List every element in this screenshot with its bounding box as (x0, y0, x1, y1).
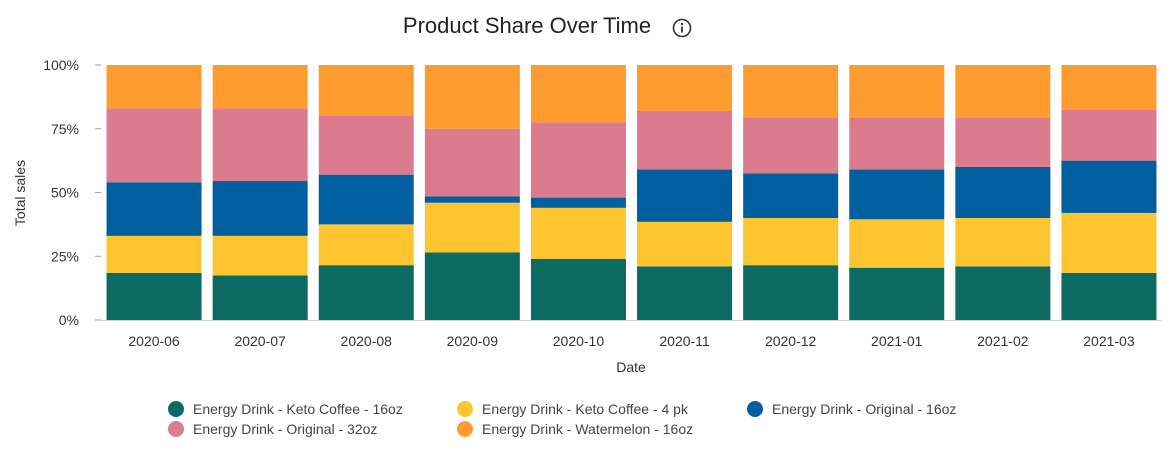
bar-segment-2021-02-series-2[interactable] (955, 218, 1051, 267)
bar-segment-2020-08-series-3[interactable] (318, 174, 414, 225)
y-axis-ticks: 0% 25% 50% 75% 100% (43, 57, 101, 328)
bar-segment-2020-08-series-1[interactable] (318, 265, 414, 320)
y-tick-label: 25% (51, 248, 79, 264)
chart-title: Product Share Over Time (403, 13, 651, 38)
bar-segment-2020-09-series-5[interactable] (424, 65, 520, 129)
x-axis-title: Date (616, 359, 646, 375)
bar-segment-2020-07-series-2[interactable] (212, 235, 308, 276)
bar-segment-2020-09-series-3[interactable] (424, 196, 520, 203)
bar-segment-2020-06-series-2[interactable] (106, 235, 202, 273)
bar-segment-2020-12-series-5[interactable] (743, 65, 839, 118)
legend-label: Energy Drink - Watermelon - 16oz (482, 421, 693, 437)
bar-segment-2020-08-series-2[interactable] (318, 224, 414, 266)
info-icon[interactable] (672, 18, 692, 38)
bar-segment-2021-02-series-3[interactable] (955, 167, 1051, 218)
legend-item[interactable]: Energy Drink - Watermelon - 16oz (457, 421, 693, 437)
bar-segment-2020-10-series-3[interactable] (530, 197, 626, 208)
bar-segment-2020-09-series-1[interactable] (424, 252, 520, 320)
bar-segment-2020-06-series-1[interactable] (106, 272, 202, 320)
legend: Energy Drink - Keto Coffee - 16oz Energy … (168, 401, 956, 437)
legend-label: Energy Drink - Original - 32oz (193, 421, 377, 437)
bar-segment-2021-03-series-2[interactable] (1061, 212, 1157, 273)
bar-segment-2020-10-series-5[interactable] (530, 65, 626, 123)
x-tick-label: 2020-12 (765, 333, 817, 349)
bar-segment-2020-08-series-5[interactable] (318, 65, 414, 116)
bar-segment-2021-01-series-5[interactable] (849, 65, 945, 118)
bar-segment-2020-11-series-5[interactable] (637, 65, 733, 111)
x-tick-label: 2020-08 (341, 333, 393, 349)
bar-segment-2020-06-series-3[interactable] (106, 182, 202, 236)
y-tick-label: 0% (59, 312, 79, 328)
x-tick-label: 2020-11 (659, 333, 710, 349)
bar-segment-2021-01-series-1[interactable] (849, 267, 945, 320)
legend-label: Energy Drink - Keto Coffee - 4 pk (482, 401, 689, 417)
y-tick-label: 75% (51, 121, 79, 137)
x-tick-label: 2021-01 (871, 333, 923, 349)
bar-segment-2021-01-series-2[interactable] (849, 219, 945, 268)
x-tick-label: 2020-07 (234, 333, 286, 349)
bar-segment-2020-10-series-4[interactable] (530, 122, 626, 198)
bar-segment-2021-01-series-3[interactable] (849, 169, 945, 220)
bar-segment-2020-11-series-1[interactable] (637, 266, 733, 320)
bar-segment-2021-01-series-4[interactable] (849, 117, 945, 170)
legend-swatch (747, 401, 763, 417)
bar-segment-2020-07-series-5[interactable] (212, 65, 308, 109)
bar-segment-2020-12-series-1[interactable] (743, 265, 839, 320)
bar-segment-2021-02-series-1[interactable] (955, 266, 1051, 320)
x-tick-label: 2021-02 (977, 333, 1029, 349)
bar-segment-2020-10-series-1[interactable] (530, 258, 626, 320)
legend-item[interactable]: Energy Drink - Keto Coffee - 16oz (168, 401, 403, 417)
bar-segment-2021-02-series-4[interactable] (955, 117, 1051, 167)
bar-segment-2020-11-series-3[interactable] (637, 169, 733, 222)
bar-segment-2020-11-series-2[interactable] (637, 221, 733, 267)
x-axis-ticks: 2020-06 2020-07 2020-08 2020-09 2020-10 2020-… (128, 333, 1134, 349)
bar-segment-2020-07-series-4[interactable] (212, 108, 308, 182)
bar-segment-2020-09-series-4[interactable] (424, 128, 520, 197)
bar-segment-2020-12-series-3[interactable] (743, 173, 839, 219)
bar-segment-2020-12-series-2[interactable] (743, 218, 839, 266)
bars-group (106, 65, 1157, 321)
x-tick-label: 2020-09 (447, 333, 499, 349)
legend-swatch (168, 421, 184, 437)
bar-segment-2020-12-series-4[interactable] (743, 117, 839, 174)
y-tick-label: 100% (43, 57, 79, 73)
bar-segment-2020-09-series-2[interactable] (424, 202, 520, 253)
legend-swatch (168, 401, 184, 417)
y-axis-title: Total sales (12, 160, 28, 226)
legend-swatch (457, 401, 473, 417)
bar-segment-2020-07-series-1[interactable] (212, 275, 308, 321)
bar-segment-2021-03-series-3[interactable] (1061, 160, 1157, 213)
bar-segment-2021-03-series-1[interactable] (1061, 272, 1157, 320)
y-tick-label: 50% (51, 185, 79, 201)
legend-label: Energy Drink - Keto Coffee - 16oz (193, 401, 403, 417)
bar-segment-2020-07-series-3[interactable] (212, 181, 308, 236)
legend-swatch (457, 421, 473, 437)
legend-item[interactable]: Energy Drink - Original - 16oz (747, 401, 956, 417)
legend-item[interactable]: Energy Drink - Original - 32oz (168, 421, 377, 437)
x-tick-label: 2020-10 (553, 333, 605, 349)
legend-label: Energy Drink - Original - 16oz (772, 401, 956, 417)
bar-segment-2020-11-series-4[interactable] (637, 110, 733, 170)
bar-segment-2021-03-series-4[interactable] (1061, 109, 1157, 161)
bar-segment-2020-06-series-5[interactable] (106, 65, 202, 109)
x-tick-label: 2020-06 (128, 333, 180, 349)
bar-segment-2021-03-series-5[interactable] (1061, 65, 1157, 110)
bar-segment-2020-06-series-4[interactable] (106, 108, 202, 183)
bar-segment-2020-10-series-2[interactable] (530, 207, 626, 259)
x-tick-label: 2021-03 (1083, 333, 1135, 349)
bar-segment-2020-08-series-4[interactable] (318, 116, 414, 175)
bar-segment-2021-02-series-5[interactable] (955, 65, 1051, 118)
legend-item[interactable]: Energy Drink - Keto Coffee - 4 pk (457, 401, 689, 417)
